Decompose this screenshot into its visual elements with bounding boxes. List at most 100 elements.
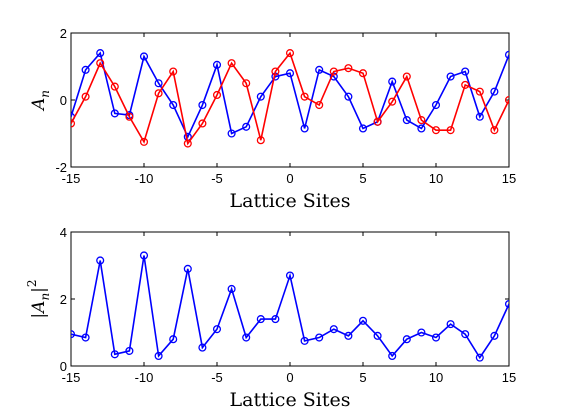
y-axis-label: |An|2 <box>25 279 52 318</box>
data-point <box>285 69 295 78</box>
y-axis-label-sub: n <box>38 293 52 301</box>
data-point <box>461 80 470 89</box>
data-point <box>227 59 236 68</box>
data-point <box>300 124 309 133</box>
data-point <box>169 67 178 76</box>
data-point <box>431 126 441 135</box>
data-point <box>139 52 149 61</box>
x-tick-label: 0 <box>286 370 293 385</box>
data-point <box>461 330 470 339</box>
data-point <box>446 72 455 81</box>
y-axis-label: An <box>29 90 52 112</box>
data-point <box>417 116 426 125</box>
data-point <box>475 353 484 362</box>
y-axis-label-sub: n <box>38 90 52 98</box>
y-axis-label-bar: | <box>29 313 49 319</box>
data-point <box>242 122 251 131</box>
data-point <box>96 256 105 265</box>
top-panel: -15 -10 -5 0 5 10 15 -2 0 2 Lattice Sites An <box>29 26 516 212</box>
data-point <box>417 124 426 133</box>
x-tick-label: 5 <box>359 171 366 186</box>
data-point <box>285 271 295 280</box>
y-axis-label-sup: 2 <box>25 279 39 287</box>
data-point <box>81 333 90 342</box>
data-point <box>227 129 236 138</box>
data-point <box>358 124 368 133</box>
data-point <box>110 350 119 359</box>
data-point <box>154 79 163 88</box>
data-point <box>271 315 280 324</box>
data-point <box>198 343 207 352</box>
series-line <box>71 51 509 139</box>
y-tick-label: 2 <box>60 292 67 307</box>
data-point <box>139 137 149 146</box>
data-point <box>475 87 484 96</box>
data-point <box>81 65 90 74</box>
data-point <box>96 49 105 58</box>
y-tick-label: 4 <box>60 225 67 240</box>
data-point <box>402 116 411 125</box>
data-point <box>81 92 90 101</box>
x-axis-label: Lattice Sites <box>230 389 351 411</box>
data-point <box>388 97 397 106</box>
data-point <box>110 109 119 118</box>
data-point <box>504 95 509 105</box>
x-tick-label: -15 <box>62 171 81 186</box>
data-point <box>212 60 222 69</box>
y-axis-label-bar: | <box>29 287 49 293</box>
x-tick-label: -10 <box>135 370 154 385</box>
data-point <box>329 325 338 334</box>
data-point <box>125 112 134 121</box>
data-point <box>431 100 441 110</box>
data-point <box>475 112 484 121</box>
x-tick-label: -5 <box>211 370 223 385</box>
data-point <box>169 335 178 344</box>
x-tick-label: -5 <box>211 171 223 186</box>
data-point <box>154 89 163 98</box>
data-point <box>256 92 265 101</box>
data-point <box>139 251 149 260</box>
data-point <box>373 331 382 340</box>
data-point <box>271 67 280 76</box>
x-tick-label: 0 <box>286 171 293 186</box>
y-tick-label: 2 <box>60 26 67 41</box>
data-point <box>183 139 192 148</box>
x-tick-label: 15 <box>502 171 516 186</box>
x-tick-label: -10 <box>135 171 154 186</box>
x-tick-label: 10 <box>429 370 443 385</box>
data-point <box>315 100 324 110</box>
data-point <box>344 331 353 340</box>
data-point <box>198 119 207 128</box>
data-point <box>402 335 411 344</box>
data-point <box>446 126 455 135</box>
x-tick-label: 10 <box>429 171 443 186</box>
data-point <box>388 77 397 86</box>
data-point <box>300 92 309 101</box>
y-axis-label-main: A <box>29 301 49 315</box>
series-line <box>71 51 509 146</box>
x-tick-label: 5 <box>359 370 366 385</box>
x-tick-label: -15 <box>62 370 81 385</box>
data-point <box>198 100 207 110</box>
data-point <box>344 64 353 73</box>
data-point <box>183 264 192 273</box>
data-point <box>388 351 397 361</box>
data-point <box>504 50 509 59</box>
data-point <box>256 136 265 145</box>
data-point <box>315 65 324 74</box>
series-group <box>71 49 509 148</box>
data-point <box>431 333 441 342</box>
data-point <box>490 126 499 135</box>
data-point <box>227 284 236 294</box>
data-point <box>329 67 338 76</box>
series-group <box>71 251 509 362</box>
data-point <box>461 67 470 76</box>
y-tick-label: 0 <box>60 93 67 108</box>
data-point <box>71 330 76 339</box>
data-point <box>212 90 222 100</box>
series-line <box>71 255 509 360</box>
data-point <box>490 87 499 96</box>
data-point <box>71 119 76 128</box>
